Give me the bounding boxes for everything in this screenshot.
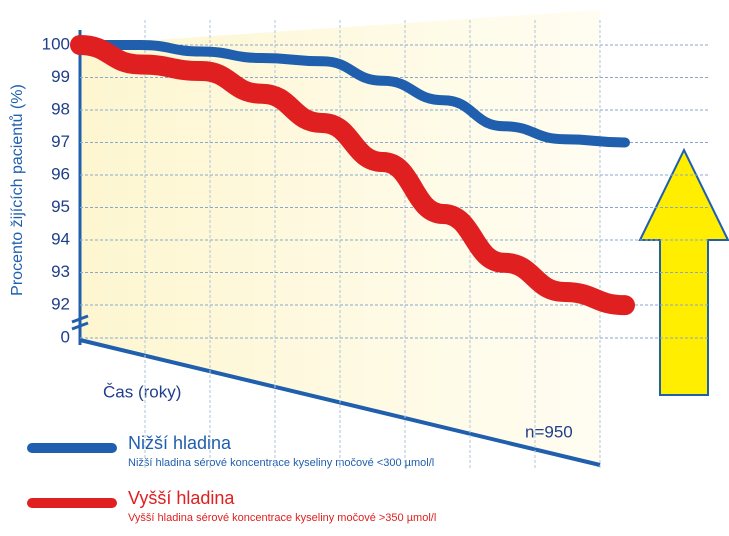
legend-description: Nižší hladina sérové koncentrace kyselin… — [128, 457, 434, 469]
annotation: n=950 — [525, 422, 573, 441]
y-tick-label: 94 — [51, 229, 70, 248]
legend-label: Vyšší hladina — [128, 488, 235, 508]
y-tick-label: 100 — [42, 34, 70, 53]
legend-label: Nižší hladina — [128, 433, 232, 453]
legend-description: Vyšší hladina sérové koncentrace kyselin… — [128, 512, 436, 524]
y-tick-label: 98 — [51, 99, 70, 118]
y-tick-label: 92 — [51, 294, 70, 313]
y-tick-label: 95 — [51, 197, 70, 216]
legend: Nižší hladina Nižší hladina sérové koncen… — [32, 433, 436, 524]
x-axis-label: Čas (roky) — [103, 382, 181, 401]
arrow — [640, 150, 728, 395]
y-tick-label: 99 — [51, 67, 70, 86]
y-tick-label: 97 — [51, 132, 70, 151]
y-axis-label: Procento žijících pacientů (%) — [8, 84, 26, 296]
y-tick-label: 96 — [51, 164, 70, 183]
y-tick-label: 0 — [61, 327, 70, 346]
chart: Procento žijících pacientů (%) Čas (roky… — [0, 0, 729, 536]
y-tick-label: 93 — [51, 262, 70, 281]
